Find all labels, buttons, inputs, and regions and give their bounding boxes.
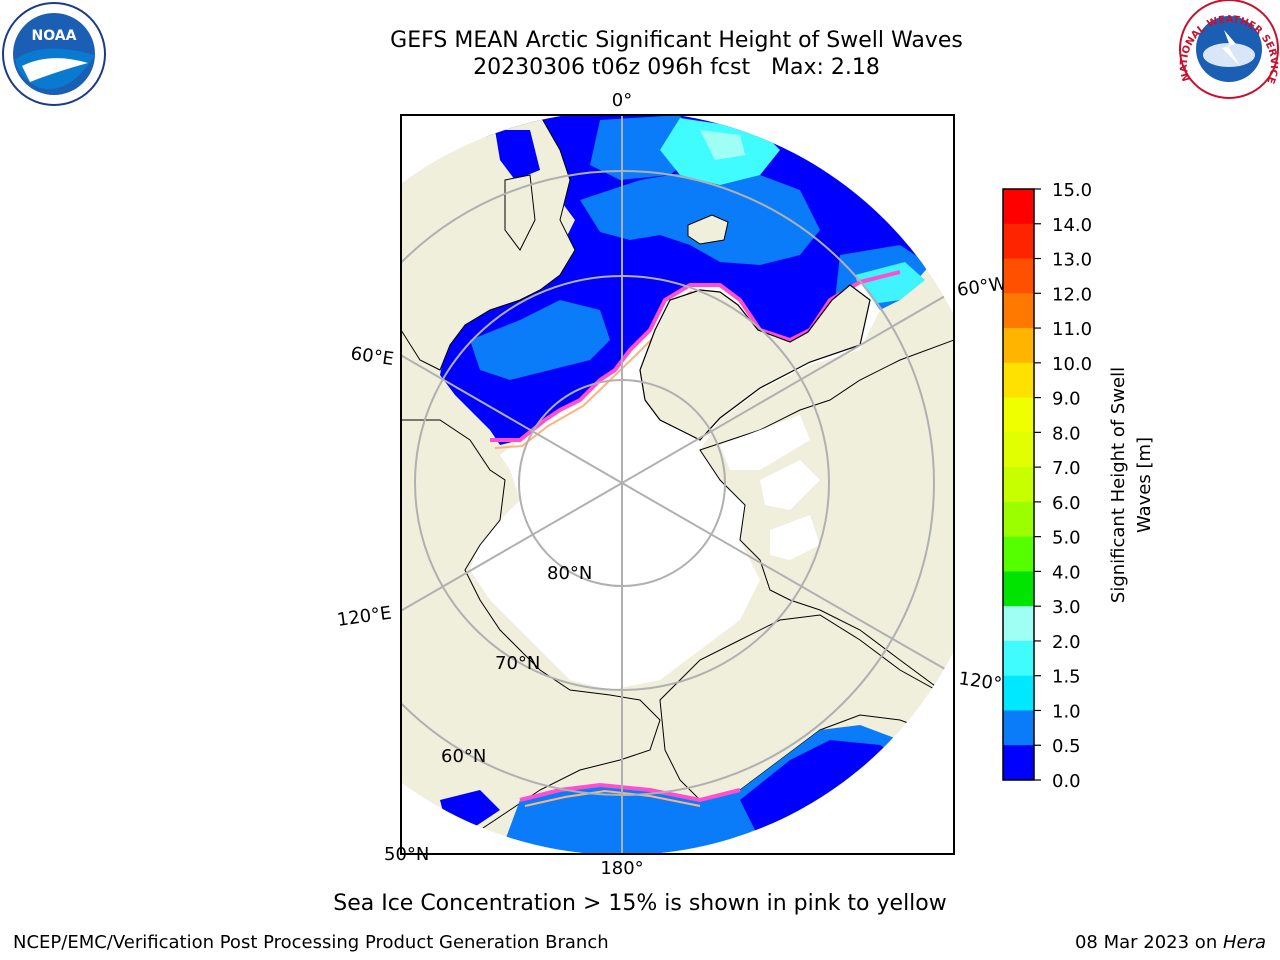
colorbar-segment	[1003, 362, 1034, 399]
lon-label-0: 0°	[612, 90, 632, 111]
colorbar-segment	[1003, 189, 1034, 225]
colorbar-segment	[1003, 258, 1034, 294]
colorbar-segment	[1003, 501, 1034, 538]
colorbar-label-line1: Significant Height of Swell	[1108, 367, 1129, 603]
sea-ice-caption: Sea Ice Concentration > 15% is shown in …	[333, 891, 947, 916]
colorbar-segment	[1003, 223, 1034, 260]
colorbar-tick-label: 10.0	[1052, 354, 1092, 375]
lon-label-120e: 120°E	[336, 603, 393, 631]
colorbar-segment	[1003, 675, 1034, 711]
colorbar-label-line2: Waves [m]	[1134, 437, 1155, 533]
colorbar-tick-label: 14.0	[1052, 215, 1092, 236]
lon-label-60w: 60°W	[956, 273, 1008, 301]
graticule	[401, 115, 954, 854]
colorbar-tick-label: 12.0	[1052, 284, 1092, 305]
nws-logo: NATIONAL WEATHER SERVICE	[1179, 0, 1279, 99]
footer-branch: NCEP/EMC/Verification Post Processing Pr…	[13, 932, 609, 953]
colorbar-segment	[1003, 571, 1034, 607]
lon-label-180: 180°	[600, 858, 643, 879]
chart-title-line1: GEFS MEAN Arctic Significant Height of S…	[390, 28, 963, 53]
colorbar-tick-label: 5.0	[1052, 528, 1081, 549]
colorbar-segment	[1003, 328, 1034, 364]
colorbar-segment	[1003, 640, 1034, 677]
footer-date: 08 Mar 2023 on Hera	[1075, 932, 1266, 953]
colorbar-tick-label: 7.0	[1052, 458, 1081, 479]
footer-date-text: 08 Mar 2023 on	[1074, 932, 1223, 953]
colorbar-frame	[1002, 188, 1035, 781]
lat-label-70n: 70°N	[495, 653, 540, 674]
colorbar-tick-label: 6.0	[1052, 493, 1081, 514]
lat-label-50n: 50°N	[384, 844, 429, 865]
colorbar-segment	[1003, 397, 1034, 433]
noaa-logo: NOAA	[2, 2, 106, 106]
greenland	[639, 284, 871, 441]
scandinavia	[401, 115, 576, 371]
colorbar-segment	[1003, 293, 1034, 329]
colorbar-ticks: 15.0 14.0 13.0 12.0 11.0 10.0 9.0 8.0 7.0 6.0 5.0 4…	[1034, 180, 1092, 792]
colorbar-tick-label: 4.0	[1052, 562, 1081, 583]
chart-title-line2: 20230306 t06z 096h fcst Max: 2.18	[473, 55, 880, 80]
lat-label-60n: 60°N	[441, 746, 486, 767]
colorbar-tick-label: 2.0	[1052, 632, 1081, 653]
colorbar-segment	[1003, 606, 1034, 642]
colorbar-tick-label: 13.0	[1052, 250, 1092, 271]
colorbar-tick-label: 8.0	[1052, 423, 1081, 444]
colorbar-tick-label: 0.5	[1052, 736, 1081, 757]
north-atlantic-mid	[580, 170, 820, 265]
colorbar-segment	[1003, 536, 1034, 572]
colorbar-tick-label: 11.0	[1052, 319, 1092, 340]
colorbar-segment	[1003, 432, 1034, 468]
iceland	[687, 214, 729, 245]
noaa-logo-text: NOAA	[32, 28, 77, 44]
colorbar-segment	[1003, 745, 1034, 781]
colorbar-tick-label: 1.0	[1052, 701, 1081, 722]
footer-host: Hera	[1222, 932, 1266, 953]
colorbar-tick-label: 3.0	[1052, 597, 1081, 618]
colorbar-tick-label: 0.0	[1052, 771, 1081, 792]
colorbar-segment	[1003, 467, 1034, 503]
colorbar	[1003, 189, 1034, 781]
colorbar-tick-label: 9.0	[1052, 389, 1081, 410]
arctic-sea-ice	[470, 282, 880, 690]
lon-label-60e: 60°E	[349, 343, 395, 370]
map-area	[401, 115, 954, 854]
colorbar-tick-label: 15.0	[1052, 180, 1092, 201]
map-frame	[400, 114, 955, 855]
siberia	[401, 419, 661, 854]
colorbar-tick-label: 1.5	[1052, 667, 1081, 688]
colorbar-segment	[1003, 710, 1034, 746]
lat-label-80n: 80°N	[547, 563, 592, 584]
